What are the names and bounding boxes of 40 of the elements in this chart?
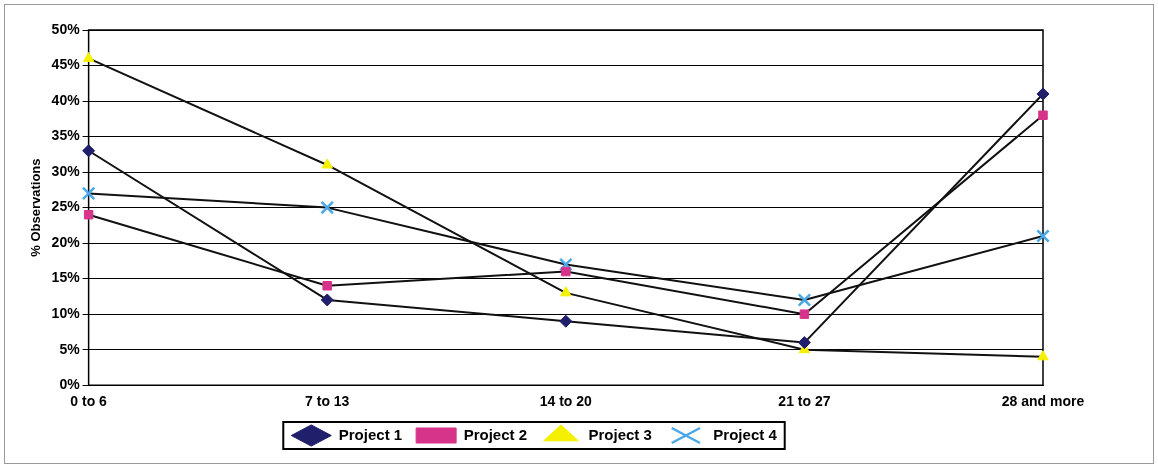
legend-label: Project 1 bbox=[338, 425, 403, 443]
x-tick-label: 7 to 13 bbox=[305, 393, 350, 410]
y-tick-label: 0% bbox=[59, 376, 81, 393]
y-tick-label: 30% bbox=[51, 162, 81, 179]
point bbox=[83, 209, 94, 220]
point bbox=[82, 144, 96, 158]
y-tick-label: 45% bbox=[51, 56, 81, 73]
point bbox=[561, 266, 571, 277]
legend-label: Project 4 bbox=[713, 425, 778, 443]
y-tick-label: 25% bbox=[51, 198, 81, 215]
point bbox=[1037, 350, 1049, 361]
point bbox=[558, 257, 573, 272]
y-axis-title: % Observations bbox=[28, 158, 44, 257]
point bbox=[320, 293, 334, 307]
point bbox=[799, 309, 810, 319]
point bbox=[82, 51, 95, 62]
y-tick-label: 15% bbox=[51, 269, 81, 286]
point bbox=[321, 158, 333, 169]
point bbox=[81, 186, 96, 201]
x-tick-label: 21 to 27 bbox=[778, 393, 831, 410]
x-tick-label: 14 to 20 bbox=[539, 393, 593, 410]
y-tick-label: 10% bbox=[51, 305, 81, 322]
point bbox=[322, 281, 332, 291]
point bbox=[1036, 229, 1050, 243]
y-tick-label: 5% bbox=[59, 340, 81, 357]
x-tick-label: 0 to 6 bbox=[70, 393, 108, 410]
legend-label: Project 3 bbox=[588, 425, 652, 443]
point bbox=[797, 336, 811, 350]
point bbox=[797, 293, 812, 307]
legend-label: Project 2 bbox=[463, 425, 528, 443]
point bbox=[1038, 110, 1048, 120]
y-tick-label: 50% bbox=[51, 20, 81, 37]
y-tick-label: 40% bbox=[51, 91, 81, 108]
y-tick-label: 20% bbox=[51, 233, 81, 250]
y-tick-label: 35% bbox=[51, 127, 81, 144]
point bbox=[320, 200, 335, 215]
point bbox=[1036, 87, 1050, 101]
x-tick-label: 28 and more bbox=[1001, 393, 1085, 410]
point bbox=[559, 314, 573, 328]
point bbox=[560, 286, 572, 297]
